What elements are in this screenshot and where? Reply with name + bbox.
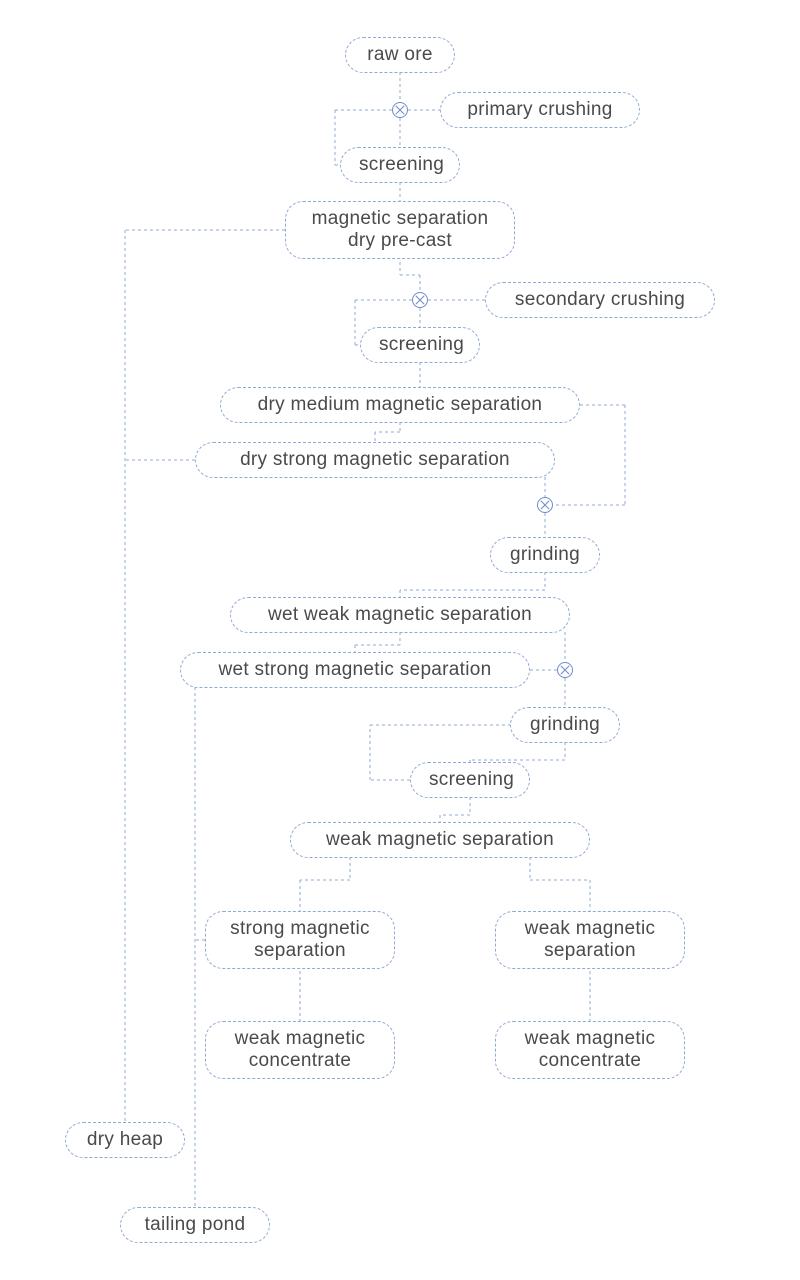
- node-wet_strong_mag: wet strong magnetic separation: [180, 652, 530, 688]
- node-dry_heap: dry heap: [65, 1122, 185, 1158]
- junction-j2: [412, 292, 428, 308]
- node-sec_crush: secondary crushing: [485, 282, 715, 318]
- node-dry_med_mag: dry medium magnetic separation: [220, 387, 580, 423]
- node-tailing_pond: tailing pond: [120, 1207, 270, 1243]
- node-weak_mag_sep: weak magnetic separation: [290, 822, 590, 858]
- node-primary_crush: primary crushing: [440, 92, 640, 128]
- node-weak_mag_sep_R: weak magnetic separation: [495, 911, 685, 969]
- node-mag_dry_precast: magnetic separation dry pre-cast: [285, 201, 515, 259]
- node-screening1: screening: [340, 147, 460, 183]
- node-grinding1: grinding: [490, 537, 600, 573]
- junction-j3: [537, 497, 553, 513]
- junction-j1: [392, 102, 408, 118]
- node-weak_conc_L: weak magnetic concentrate: [205, 1021, 395, 1079]
- flowchart-edges: [0, 0, 800, 1280]
- node-grinding2: grinding: [510, 707, 620, 743]
- node-screening3: screening: [410, 762, 530, 798]
- node-raw_ore: raw ore: [345, 37, 455, 73]
- node-screening2: screening: [360, 327, 480, 363]
- junction-j4: [557, 662, 573, 678]
- node-dry_strong_mag: dry strong magnetic separation: [195, 442, 555, 478]
- node-strong_mag_sep_L: strong magnetic separation: [205, 911, 395, 969]
- node-wet_weak_mag: wet weak magnetic separation: [230, 597, 570, 633]
- node-weak_conc_R: weak magnetic concentrate: [495, 1021, 685, 1079]
